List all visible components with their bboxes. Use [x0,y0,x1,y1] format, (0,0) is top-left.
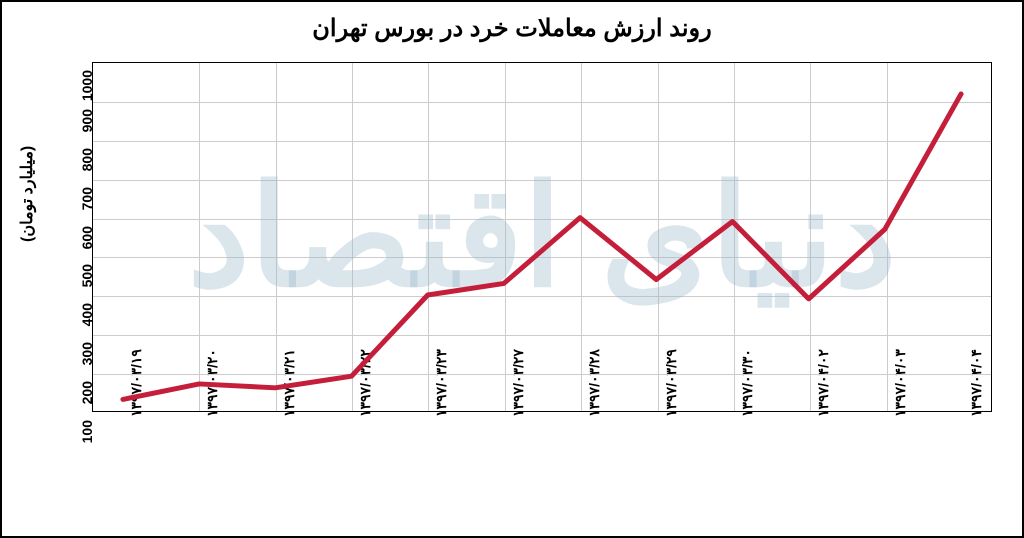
line-chart-svg [93,63,991,411]
y-tick-label: 100 [79,420,95,460]
chart-container: (میلیارد تومان) دنیای اقتصاد 10020030040… [32,52,1002,522]
y-axis-label: (میلیارد تومان) [17,146,37,242]
plot-area: دنیای اقتصاد [92,62,992,412]
chart-title: روند ارزش معاملات خرد در بورس تهران [2,2,1022,51]
